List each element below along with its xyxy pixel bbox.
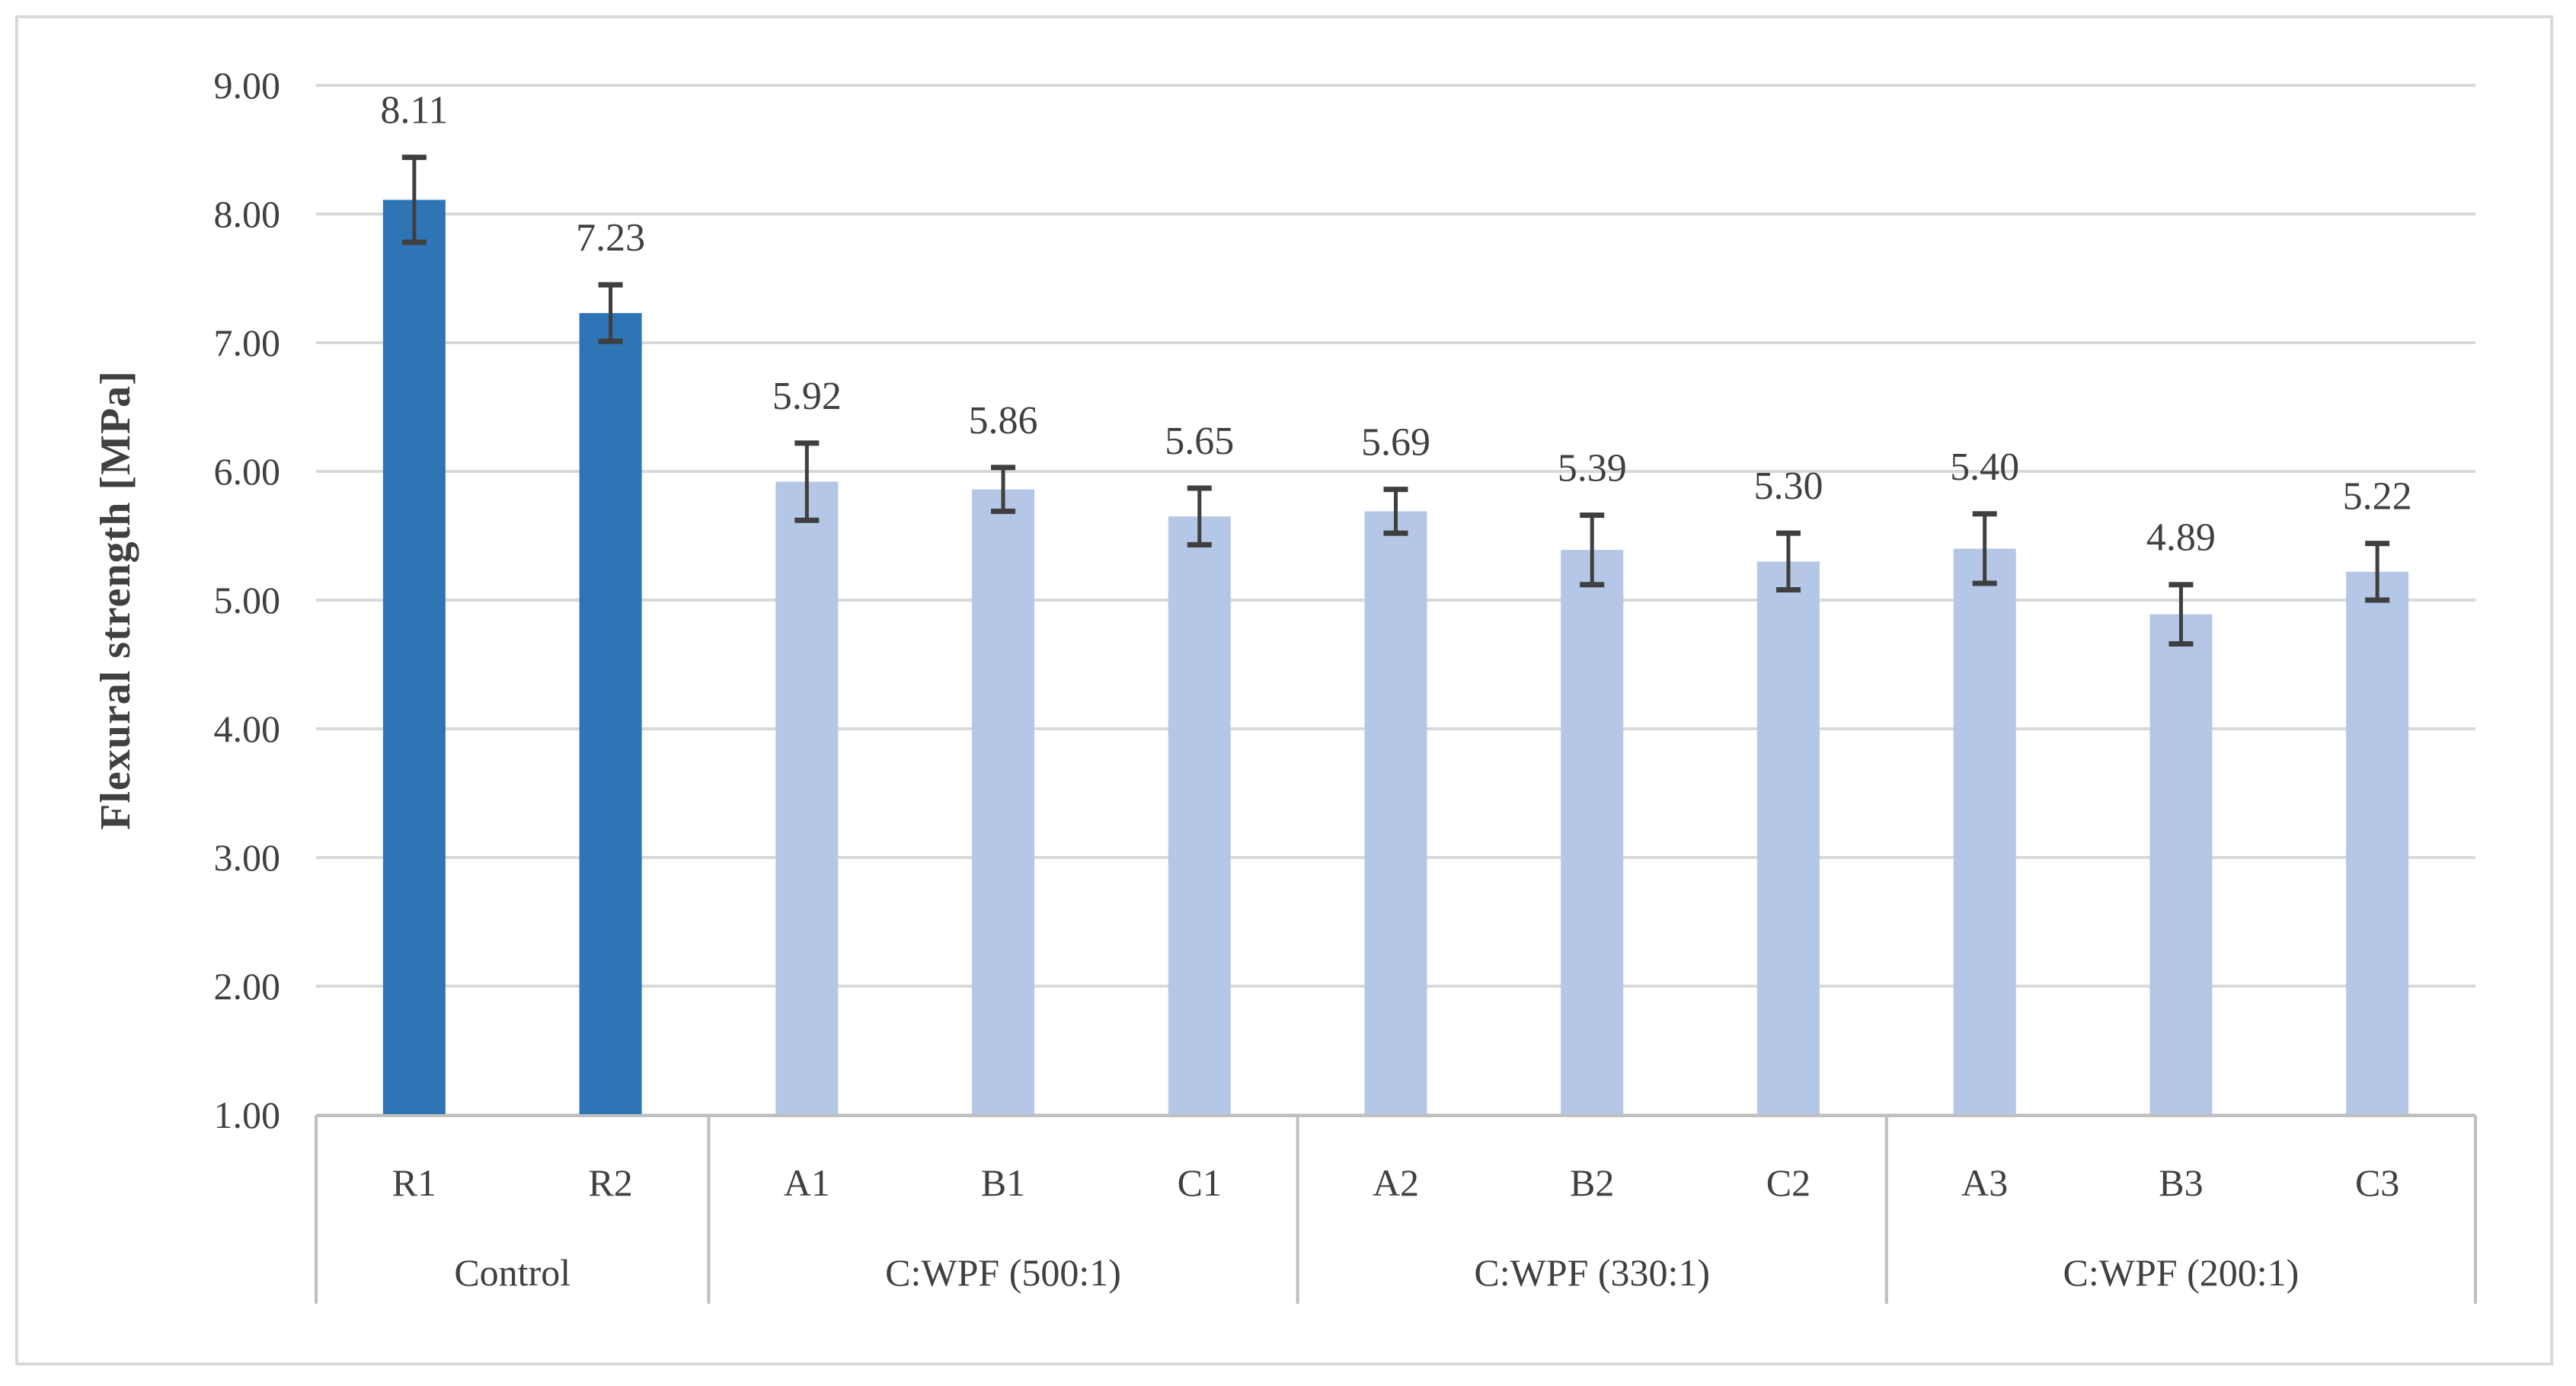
bar-a3: [1953, 548, 2016, 1115]
category-label-b3: B3: [2159, 1161, 2203, 1204]
y-tick-label: 1.00: [214, 1094, 281, 1136]
bar-a2: [1364, 511, 1427, 1115]
category-label-c2: C2: [1766, 1161, 1811, 1204]
value-label: 4.89: [2146, 516, 2216, 560]
y-tick-label: 7.00: [214, 321, 281, 364]
bar-a1: [775, 481, 839, 1115]
bar-b3: [2149, 614, 2213, 1115]
y-tick-label: 8.00: [214, 193, 281, 235]
category-label-a3: A3: [1961, 1161, 2008, 1204]
y-axis-title: Flexural strength [MPa]: [92, 370, 139, 830]
category-label-r1: R1: [392, 1161, 436, 1204]
value-label: 7.23: [576, 216, 645, 260]
category-label-b2: B2: [1570, 1161, 1614, 1204]
value-label: 5.30: [1753, 465, 1823, 508]
y-tick-label: 6.00: [214, 450, 281, 493]
bar-r1: [382, 200, 446, 1115]
group-label: C:WPF (500:1): [885, 1251, 1121, 1294]
bar-r2: [579, 313, 642, 1115]
group-label: Control: [454, 1251, 570, 1294]
group-label: C:WPF (200:1): [2063, 1251, 2300, 1294]
value-label: 5.22: [2343, 475, 2412, 519]
bar-b1: [972, 489, 1035, 1115]
value-label: 5.69: [1361, 421, 1430, 465]
category-label-a2: A2: [1373, 1161, 1419, 1204]
value-label: 5.65: [1165, 420, 1234, 463]
bar-c3: [2346, 571, 2409, 1115]
category-label-c1: C1: [1178, 1161, 1222, 1204]
y-tick-label: 4.00: [214, 707, 281, 750]
group-label: C:WPF (330:1): [1474, 1251, 1710, 1294]
category-label-b1: B1: [981, 1161, 1025, 1204]
y-tick-label: 5.00: [214, 579, 281, 621]
bar-b2: [1561, 550, 1624, 1115]
category-label-r2: R2: [588, 1161, 632, 1204]
value-label: 8.11: [380, 89, 448, 133]
y-tick-label: 9.00: [214, 64, 281, 107]
y-tick-label: 2.00: [214, 965, 281, 1008]
bar-c1: [1168, 516, 1231, 1115]
value-label: 5.40: [1950, 446, 2019, 489]
category-label-c3: C3: [2355, 1161, 2399, 1204]
figure-border: [15, 15, 2553, 1365]
category-label-a1: A1: [784, 1161, 830, 1204]
bar-c2: [1756, 561, 1820, 1115]
y-tick-label: 3.00: [214, 836, 281, 879]
value-label: 5.39: [1558, 446, 1627, 490]
value-label: 5.86: [969, 399, 1038, 442]
value-label: 5.92: [772, 375, 842, 418]
